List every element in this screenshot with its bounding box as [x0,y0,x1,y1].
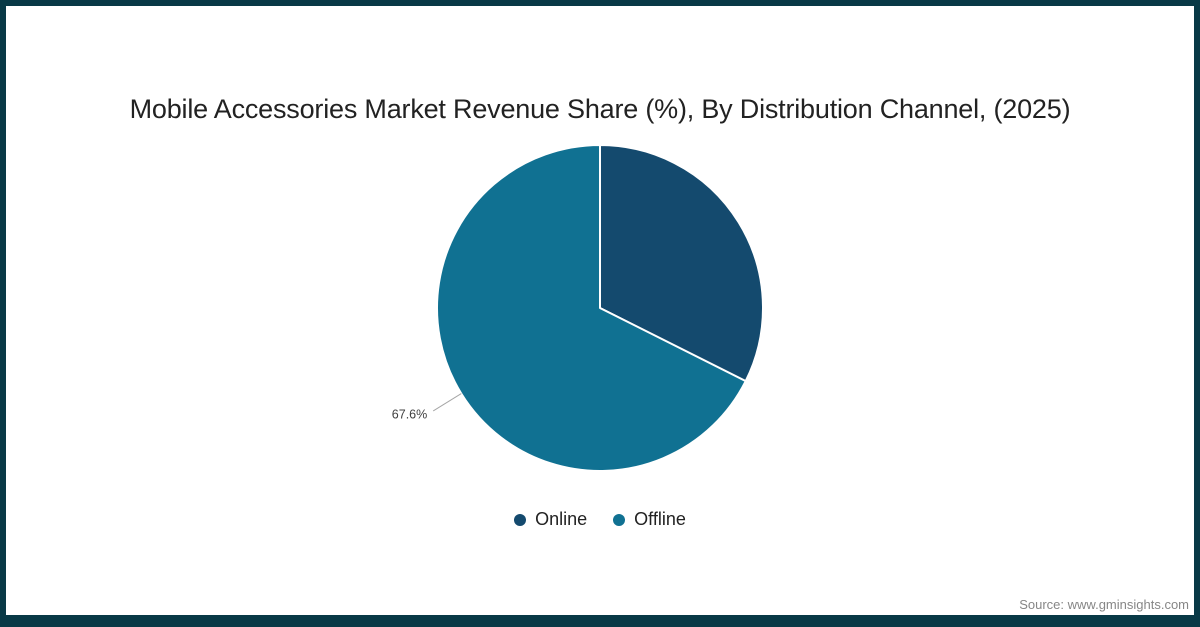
legend-item-offline[interactable]: Offline [613,509,686,530]
legend-label-online: Online [535,509,588,529]
legend-label-offline: Offline [634,509,686,529]
chart-legend: Online Offline [6,509,1194,530]
pie-chart: 67.6% [392,144,764,472]
legend-marker-online-icon [514,513,527,526]
label-connector-line [432,393,462,412]
chart-title: Mobile Accessories Market Revenue Share … [129,94,1071,124]
source-attribution: Source: www.gminsights.com [1019,597,1189,612]
legend-marker-offline-icon [613,513,626,526]
legend-item-online[interactable]: Online [514,509,587,530]
pie-slice-online[interactable] [599,144,764,383]
chart-area: Mobile Accessories Market Revenue Share … [6,6,1194,615]
offline-slice-label: 67.6% [392,408,427,422]
pie-slice-offline[interactable] [436,144,747,472]
